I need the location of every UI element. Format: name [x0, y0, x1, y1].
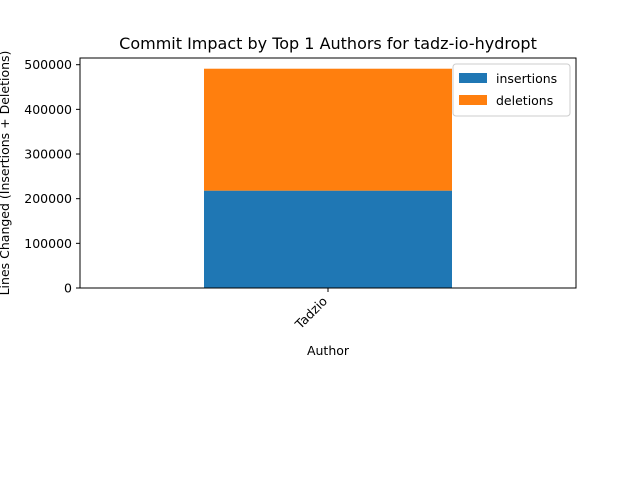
- bars-group: [204, 68, 452, 288]
- legend-swatch-insertions: [459, 73, 487, 83]
- legend-label-deletions: deletions: [496, 93, 553, 108]
- legend-label-insertions: insertions: [496, 71, 557, 86]
- x-axis-label: Author: [307, 343, 350, 358]
- y-tick-label: 0: [64, 281, 72, 296]
- legend-swatch-deletions: [459, 95, 487, 105]
- bar-deletions-tadzio: [204, 68, 452, 191]
- y-tick-label: 200000: [24, 191, 72, 206]
- x-tick-label: Tadzio: [291, 294, 330, 333]
- y-tick-label: 100000: [24, 236, 72, 251]
- y-tick-label: 400000: [24, 102, 72, 117]
- y-tick-label: 300000: [24, 147, 72, 162]
- x-axis: Tadzio: [291, 288, 330, 332]
- y-tick-label: 500000: [24, 57, 72, 72]
- bar-insertions-tadzio: [204, 190, 452, 288]
- chart-title: Commit Impact by Top 1 Authors for tadz-…: [119, 34, 537, 53]
- legend: insertions deletions: [452, 63, 571, 117]
- y-axis: 0 100000 200000 300000 400000 500000: [24, 57, 80, 296]
- y-axis-label: Lines Changed (Insertions + Deletions): [0, 51, 12, 296]
